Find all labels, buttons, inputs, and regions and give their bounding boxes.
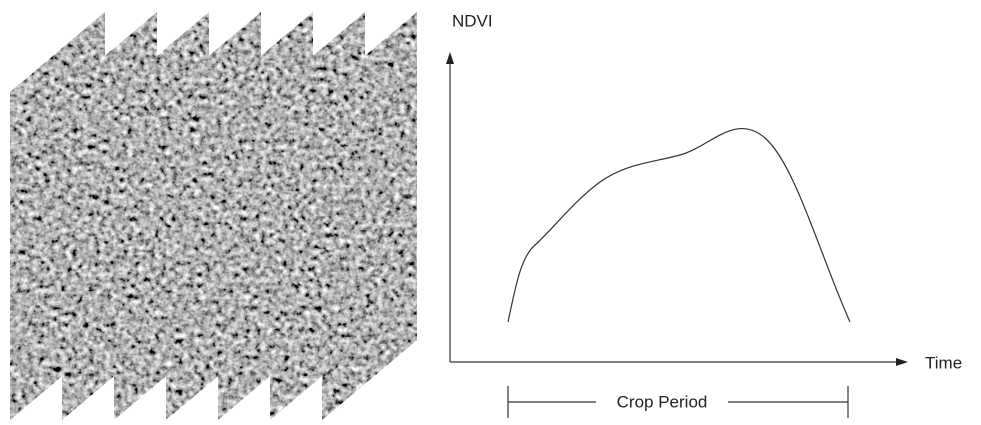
page: NDVI Time Crop Period (() => { const dat… <box>0 0 981 420</box>
y-arrow <box>446 52 454 64</box>
y-axis-label: NDVI <box>452 11 493 30</box>
x-arrow <box>896 358 908 366</box>
ndvi-curve <box>508 129 850 322</box>
diagram: NDVI Time Crop Period <box>0 0 981 420</box>
crop-period-label: Crop Period <box>617 392 708 411</box>
image-stack <box>10 12 417 420</box>
axes <box>450 60 900 362</box>
x-axis-label: Time <box>925 353 962 372</box>
